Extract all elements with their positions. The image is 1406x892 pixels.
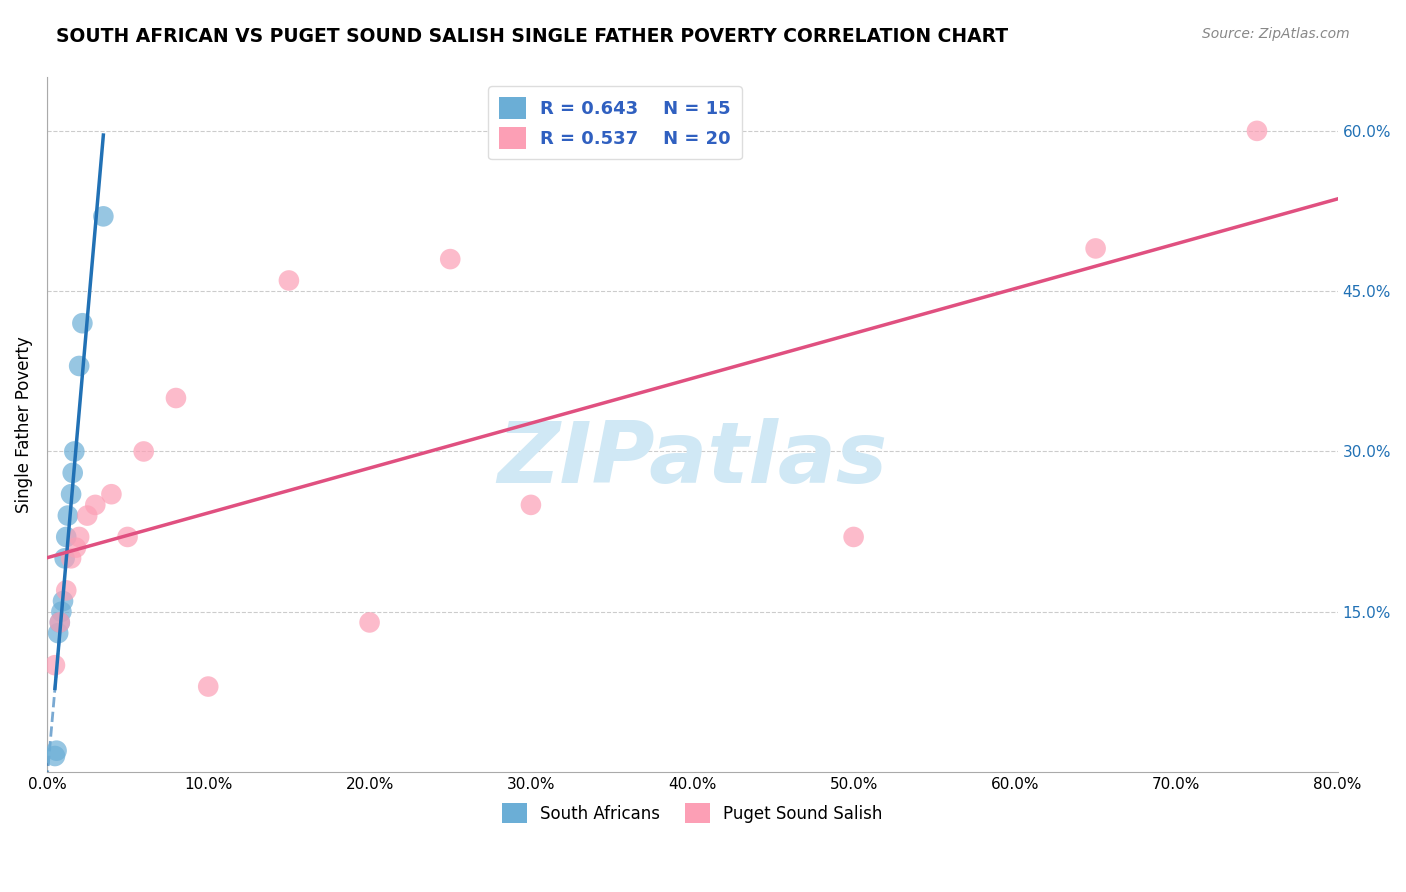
Legend: South Africans, Puget Sound Salish: South Africans, Puget Sound Salish: [492, 793, 893, 833]
Point: [51, 605, 73, 619]
Point: [55, 530, 77, 544]
Point: [439, 252, 461, 266]
Point: [46, 626, 69, 640]
Point: [132, 444, 155, 458]
Point: [1246, 124, 1268, 138]
Point: [165, 391, 187, 405]
Point: [67, 530, 90, 544]
Point: [67, 359, 90, 373]
Point: [197, 680, 219, 694]
Point: [1084, 241, 1107, 255]
Point: [277, 273, 299, 287]
Point: [56, 508, 79, 523]
Point: [53, 551, 76, 566]
Point: [44, 658, 66, 673]
Text: ZIPatlas: ZIPatlas: [498, 418, 887, 501]
Point: [63, 444, 86, 458]
Point: [117, 530, 139, 544]
Point: [65, 541, 87, 555]
Text: SOUTH AFRICAN VS PUGET SOUND SALISH SINGLE FATHER POVERTY CORRELATION CHART: SOUTH AFRICAN VS PUGET SOUND SALISH SING…: [56, 27, 1008, 45]
Point: [520, 498, 543, 512]
Text: Source: ZipAtlas.com: Source: ZipAtlas.com: [1202, 27, 1350, 41]
Point: [842, 530, 865, 544]
Point: [45, 744, 67, 758]
Point: [72, 316, 94, 330]
Point: [60, 551, 83, 566]
Point: [60, 487, 83, 501]
Point: [93, 210, 115, 224]
Y-axis label: Single Father Poverty: Single Father Poverty: [15, 336, 32, 513]
Point: [84, 498, 107, 512]
Point: [49, 615, 72, 630]
Point: [44, 749, 66, 764]
Point: [76, 508, 98, 523]
Point: [55, 583, 77, 598]
Point: [49, 615, 72, 630]
Point: [52, 594, 75, 608]
Point: [100, 487, 122, 501]
Point: [359, 615, 381, 630]
Point: [62, 466, 84, 480]
